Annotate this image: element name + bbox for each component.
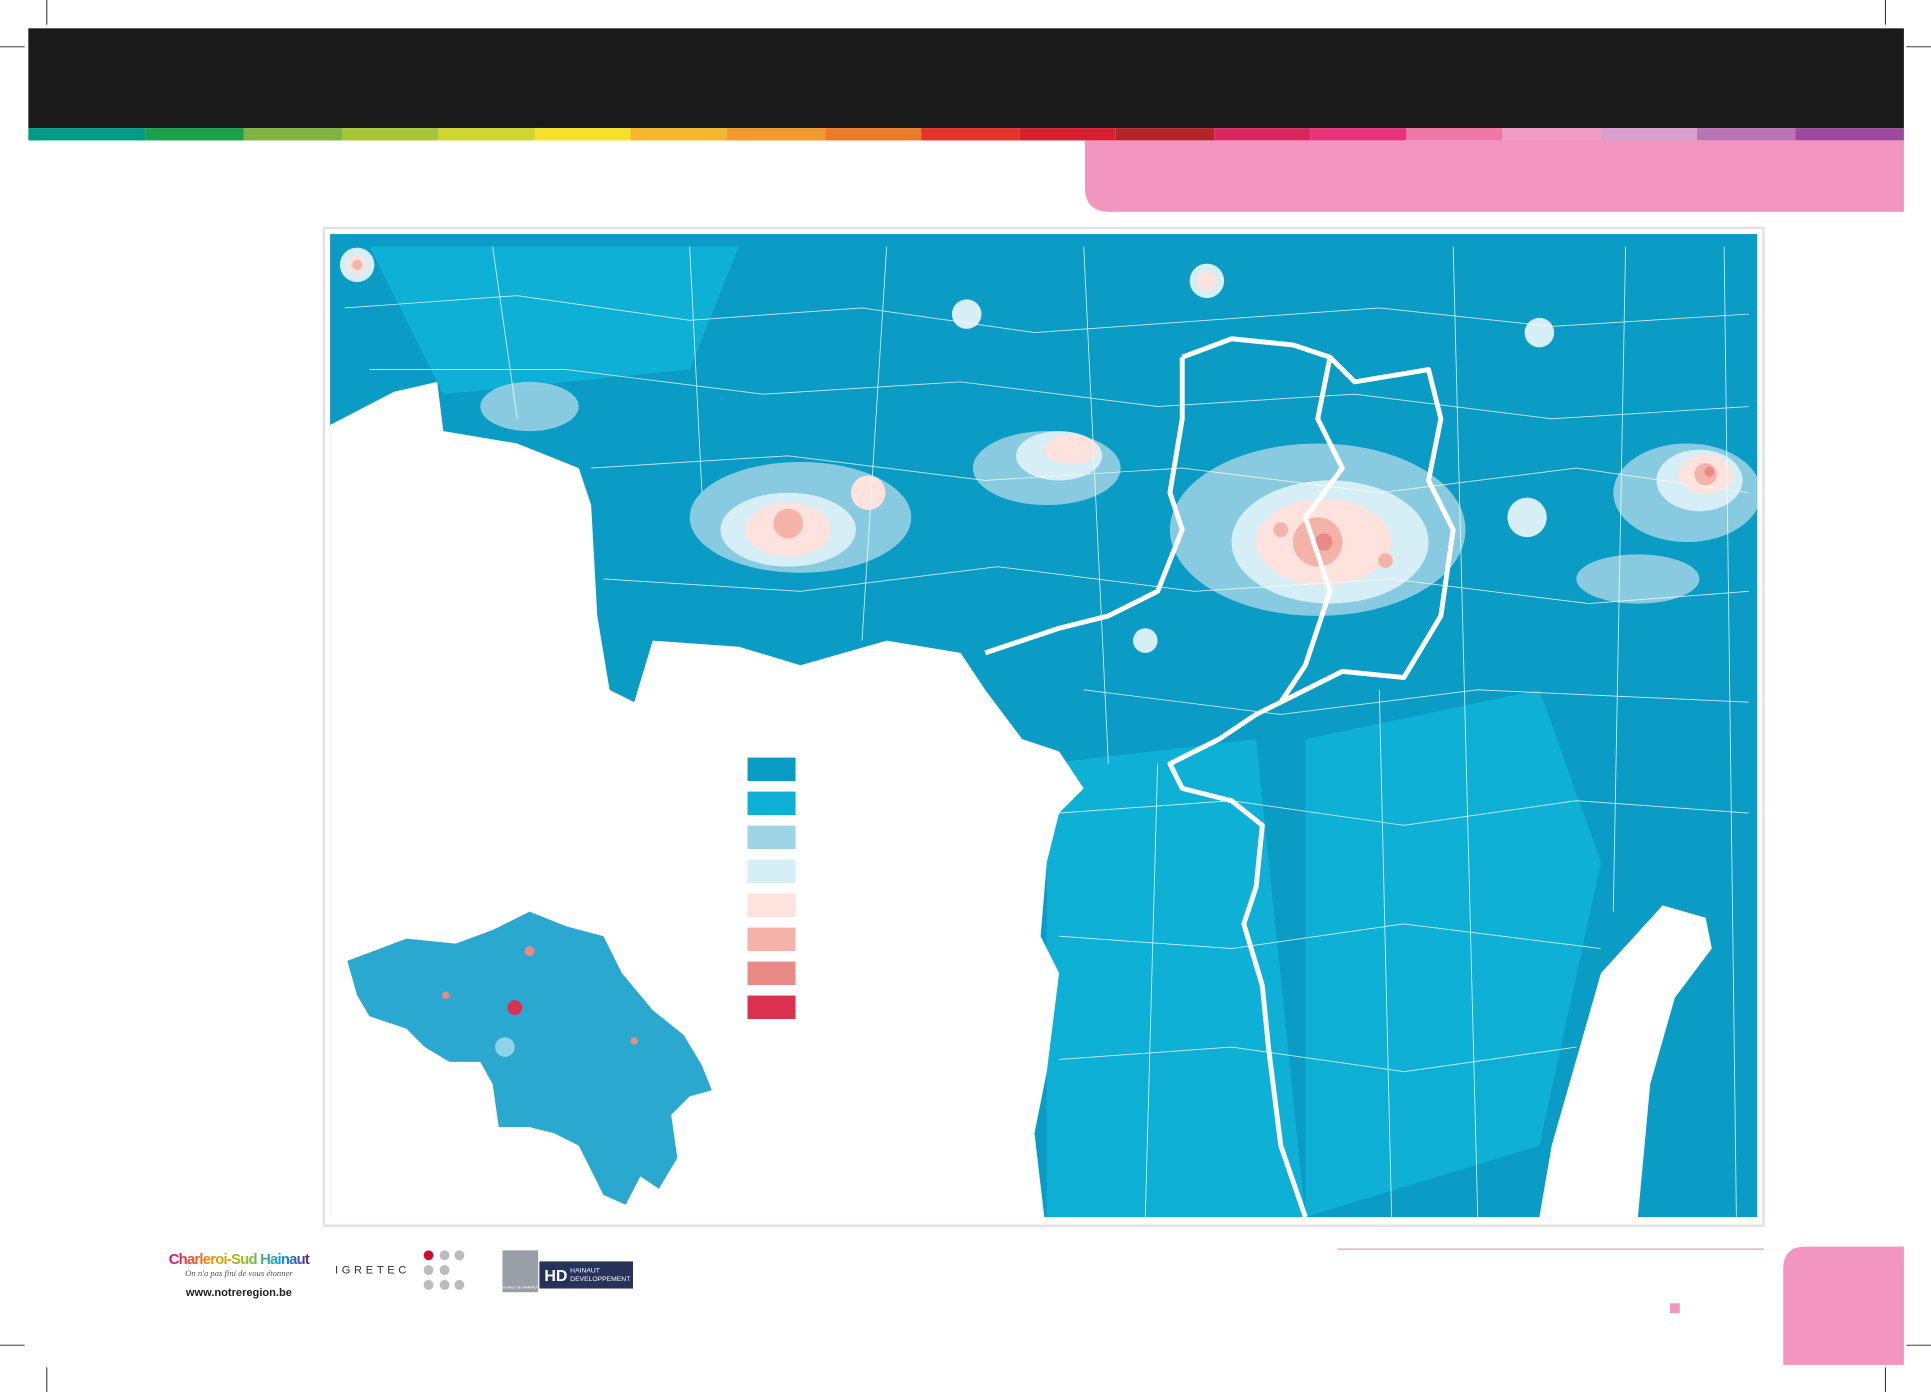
logo-tagline: On n'a pas fini de vous étonner — [185, 1268, 293, 1278]
legend-swatch — [747, 825, 796, 849]
logo-hd-name: HAINAUT — [570, 1268, 600, 1275]
district-borders — [984, 336, 1456, 1218]
legend-swatch — [747, 927, 796, 951]
header-tab — [1084, 140, 1904, 212]
footer-square — [1669, 1303, 1680, 1314]
logo-igretec: IGRETEC — [335, 1250, 465, 1290]
legend-swatch — [747, 893, 796, 917]
logo-url: www.notreregion.be — [185, 1287, 292, 1299]
legend-swatch — [747, 995, 796, 1019]
belgium-inset — [347, 911, 712, 1205]
color-stripe — [28, 128, 1904, 141]
logo-igretec-text: IGRETEC — [335, 1265, 410, 1277]
header-bar — [28, 28, 1904, 129]
legend-swatch — [747, 961, 796, 985]
legend — [747, 757, 796, 1019]
svg-text:HD: HD — [544, 1268, 567, 1285]
legend-swatch — [747, 791, 796, 815]
logo-name: Charleroi-Sud Hainaut — [169, 1252, 310, 1268]
legend-swatch — [747, 757, 796, 781]
logo-hainaut: Province de HAINAUT HD HAINAUT DEVELOPPE… — [500, 1250, 633, 1293]
logo-charleroi: Charleroi-Sud Hainaut On n'a pas fini de… — [169, 1252, 311, 1299]
footer-tab — [1783, 1246, 1904, 1365]
legend-swatch — [747, 859, 796, 883]
logo-hd-subtitle: DEVELOPPEMENT — [570, 1276, 630, 1283]
logo-province: Province de HAINAUT — [500, 1285, 540, 1290]
